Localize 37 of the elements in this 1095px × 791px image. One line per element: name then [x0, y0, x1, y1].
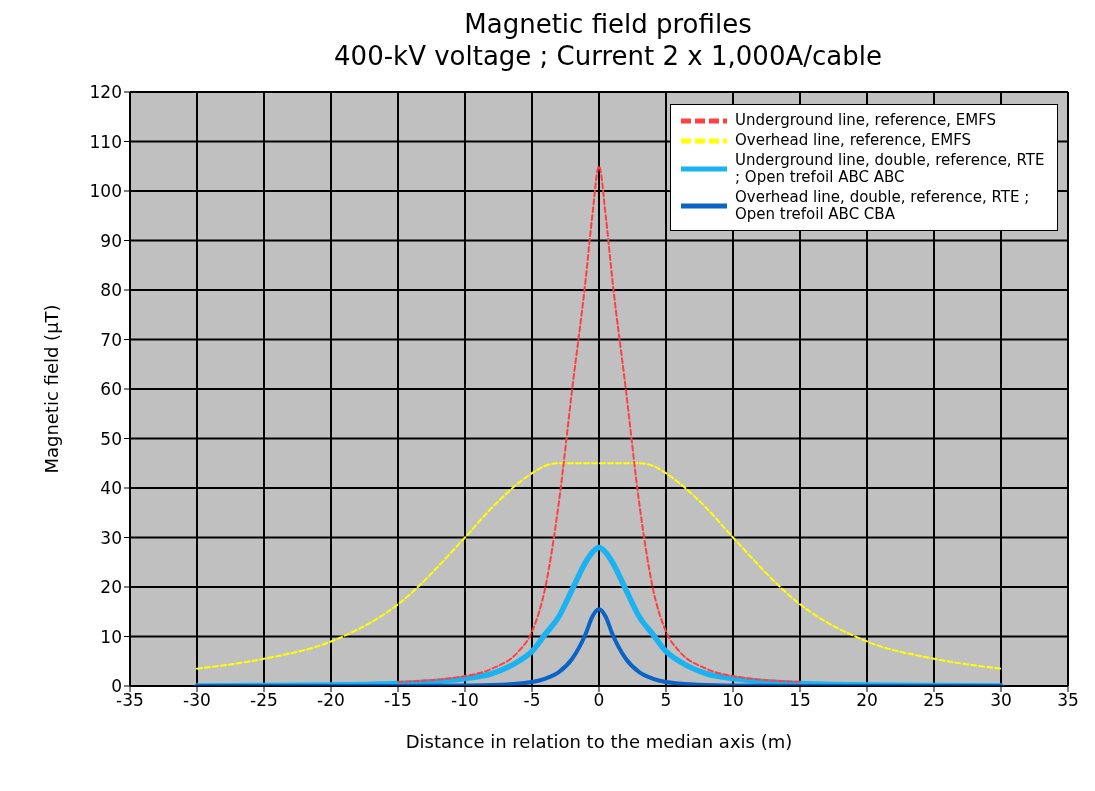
x-tick-label: 5 — [660, 690, 672, 711]
x-tick-label: -10 — [451, 690, 479, 711]
x-tick-label: 25 — [923, 690, 945, 711]
y-tick-label: 80 — [100, 280, 122, 301]
x-tick-label: 0 — [593, 690, 605, 711]
y-tick-label: 90 — [100, 230, 122, 251]
y-tick-label: 20 — [100, 577, 122, 598]
y-axis-title: Magnetic field (µT) — [41, 304, 63, 474]
x-tick-label: -30 — [183, 690, 211, 711]
y-tick-label: 60 — [100, 379, 122, 400]
y-tick-label: 100 — [89, 181, 122, 202]
x-tick-label: -5 — [523, 690, 541, 711]
chart-subtitle: 400-kV voltage ; Current 2 x 1,000A/cable — [333, 40, 883, 72]
line-series — [195, 607, 1003, 686]
x-axis-title: Distance in relation to the median axis (m) — [405, 731, 793, 752]
x-tick-label: -15 — [384, 690, 412, 711]
legend-label: Overhead line, double, reference, RTE ; Open trefoil ABC CBA — [735, 188, 1031, 223]
x-tick-label: 20 — [856, 690, 878, 711]
y-tick-label: 50 — [100, 428, 122, 449]
legend-label: Underground line, double, reference, RTE ; Open trefoil ABC ABC — [735, 151, 1046, 186]
x-tick-label: -20 — [317, 690, 345, 711]
y-tick-label: 70 — [100, 329, 122, 350]
x-tick-label: 10 — [722, 690, 744, 711]
x-tick-label: 15 — [789, 690, 811, 711]
legend-label: Overhead line, reference, EMFS — [735, 131, 973, 149]
line-series — [196, 462, 1002, 670]
y-tick-label: 110 — [89, 131, 122, 152]
x-tick-label: 35 — [1057, 690, 1079, 711]
x-tick-label: 30 — [990, 690, 1012, 711]
y-tick-label: 30 — [100, 527, 122, 548]
legend-label: Underground line, reference, EMFS — [735, 111, 998, 129]
y-tick-label: 10 — [100, 626, 122, 647]
y-tick-label: 120 — [89, 82, 122, 103]
chart-title: Magnetic field profiles — [463, 8, 753, 40]
y-tick-label: 0 — [111, 676, 122, 697]
y-tick-label: 40 — [100, 478, 122, 499]
x-tick-label: -25 — [250, 690, 278, 711]
